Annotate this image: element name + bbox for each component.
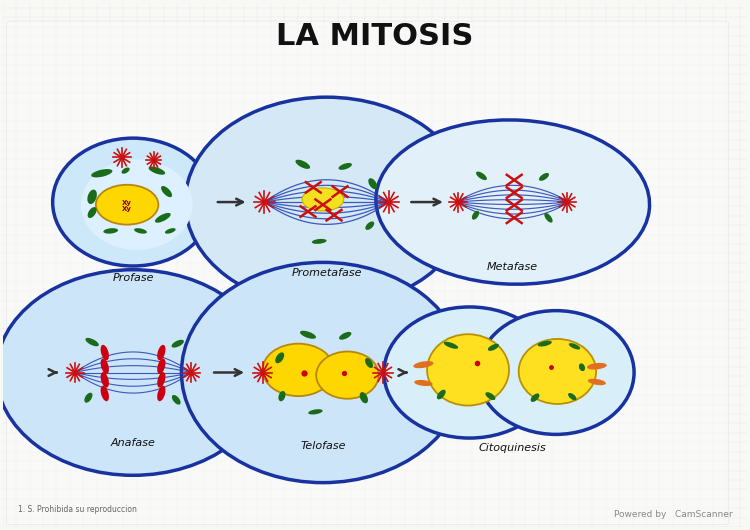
- Text: Xy: Xy: [122, 206, 132, 212]
- Ellipse shape: [96, 185, 158, 225]
- Ellipse shape: [539, 173, 549, 181]
- Ellipse shape: [414, 380, 433, 386]
- Ellipse shape: [338, 163, 352, 170]
- Ellipse shape: [365, 222, 374, 230]
- Text: Powered by   CamScanner: Powered by CamScanner: [614, 510, 732, 519]
- Ellipse shape: [158, 358, 166, 374]
- Ellipse shape: [172, 340, 184, 348]
- Ellipse shape: [134, 228, 147, 234]
- Ellipse shape: [148, 166, 165, 175]
- Ellipse shape: [368, 178, 377, 189]
- Ellipse shape: [278, 391, 286, 401]
- Ellipse shape: [104, 228, 118, 234]
- Ellipse shape: [437, 390, 446, 400]
- Ellipse shape: [172, 395, 181, 404]
- Ellipse shape: [165, 228, 176, 234]
- Ellipse shape: [81, 160, 193, 250]
- Ellipse shape: [579, 364, 585, 371]
- Ellipse shape: [296, 160, 310, 169]
- Ellipse shape: [100, 372, 109, 387]
- Ellipse shape: [472, 211, 479, 219]
- Ellipse shape: [588, 379, 606, 385]
- Ellipse shape: [88, 207, 97, 218]
- Ellipse shape: [538, 341, 552, 347]
- Ellipse shape: [100, 386, 109, 401]
- Text: Metafase: Metafase: [488, 262, 538, 272]
- Ellipse shape: [0, 270, 270, 475]
- Ellipse shape: [161, 186, 172, 197]
- Ellipse shape: [485, 392, 496, 400]
- Text: Anafase: Anafase: [110, 438, 155, 448]
- Ellipse shape: [488, 344, 499, 351]
- Ellipse shape: [300, 331, 316, 339]
- Ellipse shape: [568, 393, 577, 400]
- Text: Xy: Xy: [122, 200, 132, 206]
- Ellipse shape: [182, 262, 464, 483]
- Ellipse shape: [376, 120, 650, 284]
- Ellipse shape: [444, 342, 458, 349]
- Ellipse shape: [262, 343, 334, 396]
- Text: 1. S. Prohibida su reproduccion: 1. S. Prohibida su reproduccion: [18, 505, 136, 514]
- FancyBboxPatch shape: [7, 21, 728, 525]
- Ellipse shape: [275, 352, 284, 364]
- Ellipse shape: [122, 167, 130, 174]
- Ellipse shape: [544, 213, 553, 223]
- Ellipse shape: [158, 372, 166, 387]
- Ellipse shape: [365, 358, 373, 368]
- Ellipse shape: [87, 190, 97, 204]
- Ellipse shape: [519, 339, 596, 404]
- Ellipse shape: [530, 393, 539, 402]
- Text: Profase: Profase: [112, 273, 154, 283]
- Ellipse shape: [339, 332, 352, 340]
- Ellipse shape: [158, 345, 166, 360]
- Ellipse shape: [312, 239, 326, 244]
- Ellipse shape: [185, 97, 468, 307]
- Ellipse shape: [587, 363, 607, 369]
- Ellipse shape: [360, 392, 368, 403]
- Ellipse shape: [384, 307, 555, 438]
- Ellipse shape: [478, 311, 634, 435]
- Ellipse shape: [476, 172, 487, 180]
- Ellipse shape: [100, 345, 109, 360]
- Text: Prometafase: Prometafase: [291, 268, 362, 278]
- Ellipse shape: [92, 169, 112, 178]
- Ellipse shape: [427, 334, 509, 405]
- Ellipse shape: [84, 393, 92, 403]
- Ellipse shape: [316, 351, 379, 399]
- Ellipse shape: [158, 386, 166, 401]
- Text: Citoquinesis: Citoquinesis: [478, 443, 547, 453]
- Ellipse shape: [413, 361, 434, 368]
- Ellipse shape: [86, 338, 99, 346]
- Ellipse shape: [302, 188, 344, 211]
- Ellipse shape: [308, 409, 322, 414]
- Ellipse shape: [53, 138, 214, 266]
- Ellipse shape: [155, 213, 171, 223]
- Text: LA MITOSIS: LA MITOSIS: [276, 22, 474, 51]
- Text: Telofase: Telofase: [300, 440, 346, 450]
- Ellipse shape: [100, 358, 109, 374]
- Ellipse shape: [568, 343, 580, 349]
